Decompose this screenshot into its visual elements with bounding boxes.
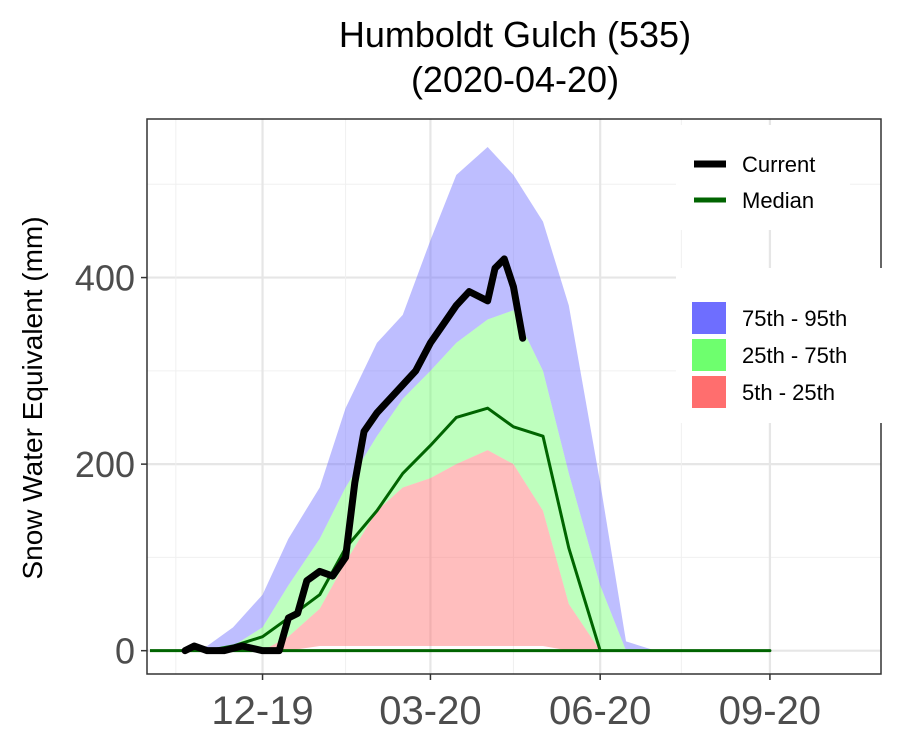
legend-fill-key bbox=[692, 339, 726, 371]
legend: Current Median 75th - 95th 25th - 75th 5th … bbox=[676, 125, 884, 423]
series-lines bbox=[150, 255, 772, 655]
legend-fill-key bbox=[692, 376, 726, 408]
y-axis-ticks: 0 200 400 bbox=[75, 258, 147, 672]
chart-title: Humboldt Gulch (535) bbox=[339, 14, 691, 55]
band-75-95 bbox=[150, 146, 770, 651]
percentile-bands bbox=[150, 146, 770, 651]
band-5-25 bbox=[150, 450, 770, 651]
legend-line-label: Median bbox=[742, 188, 814, 213]
x-axis-ticks: 12-19 03-20 06-20 09-20 bbox=[211, 674, 821, 733]
median-line bbox=[150, 406, 772, 653]
x-tick-label: 09-20 bbox=[719, 689, 821, 733]
y-tick-label: 0 bbox=[115, 631, 135, 672]
x-tick-label: 12-19 bbox=[211, 689, 313, 733]
x-tick-label: 03-20 bbox=[379, 689, 481, 733]
legend-fill-label: 5th - 25th bbox=[742, 380, 835, 405]
y-tick-label: 400 bbox=[75, 258, 135, 299]
legend-lines-box bbox=[676, 125, 850, 230]
legend-fill-entries: 75th - 95th 25th - 75th 5th - 25th bbox=[692, 302, 847, 408]
chart-subtitle: (2020-04-20) bbox=[411, 59, 619, 100]
legend-fill-label: 25th - 75th bbox=[742, 343, 847, 368]
legend-line-entries: Current Median bbox=[694, 152, 815, 213]
y-axis-label: Snow Water Equivalent (mm) bbox=[17, 216, 48, 579]
current-line bbox=[181, 255, 527, 655]
band-25-75 bbox=[150, 310, 770, 651]
legend-line-label: Current bbox=[742, 152, 815, 177]
x-tick-label: 06-20 bbox=[549, 689, 651, 733]
legend-fill-label: 75th - 95th bbox=[742, 306, 847, 331]
legend-fill-key bbox=[692, 302, 726, 334]
y-tick-label: 200 bbox=[75, 444, 135, 485]
